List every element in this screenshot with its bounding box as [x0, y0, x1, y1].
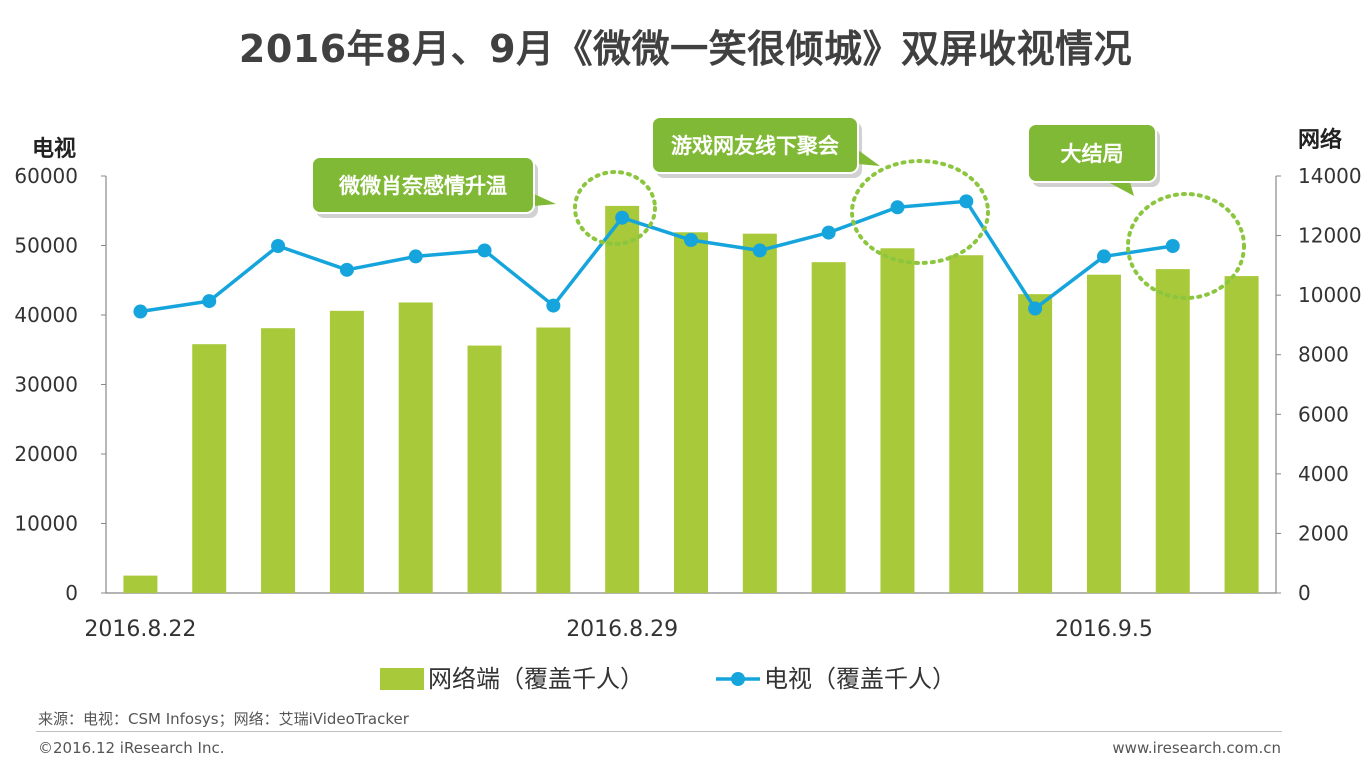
callout-tail [1108, 182, 1134, 196]
right-tick-label: 14000 [1298, 164, 1362, 188]
chart-title: 2016年8月、9月《微微一笑很倾城》双屏收视情况 [238, 27, 1133, 71]
tv-point [890, 200, 905, 215]
highlight-circle [850, 159, 990, 265]
right-tick-label: 2000 [1298, 521, 1349, 545]
bar [467, 345, 502, 593]
highlight-circle [1126, 192, 1246, 300]
bar [1018, 294, 1053, 593]
bar [398, 302, 433, 593]
right-tick-label: 10000 [1298, 283, 1362, 307]
bar [123, 575, 158, 593]
tv-point [133, 304, 148, 319]
bar [811, 262, 846, 593]
tv-point [684, 233, 698, 248]
tv-point [408, 249, 423, 264]
x-tick-label: 2016.9.5 [1055, 617, 1153, 642]
right-tick-label: 0 [1298, 581, 1311, 605]
right-tick-label: 12000 [1298, 224, 1362, 248]
bar [880, 248, 915, 593]
bar [1086, 274, 1121, 593]
left-axis-title: 电视 [32, 136, 76, 162]
callout-text: 微微肖奈感情升温 [338, 174, 507, 198]
tv-point [477, 243, 492, 258]
left-tick-label: 50000 [14, 234, 78, 258]
bar [329, 310, 364, 593]
annotations: 微微肖奈感情升温 游戏网友线下聚会 大结局 [311, 116, 1246, 300]
callout-tail [534, 194, 556, 206]
footer-divider [36, 731, 1282, 732]
bar [1155, 269, 1190, 593]
bar [949, 255, 984, 594]
bar [742, 233, 777, 593]
bar [674, 232, 708, 594]
tv-point [1165, 238, 1180, 253]
callout-box [311, 156, 535, 214]
right-axis-title: 网络 [1298, 127, 1342, 153]
tv-point [271, 238, 286, 253]
copyright: ©2016.12 iResearch Inc. [38, 739, 225, 757]
tv-point [959, 194, 974, 209]
axes: 0 10000 20000 30000 40000 50000 60000 0 2000 4000… [14, 127, 1361, 642]
bar [192, 344, 227, 593]
callout-text: 游戏网友线下聚会 [671, 134, 839, 158]
tv-line [140, 199, 1174, 314]
right-tick-label: 6000 [1298, 402, 1349, 426]
tv-point [1096, 249, 1111, 264]
tv-point [615, 210, 630, 225]
left-tick-label: 40000 [14, 303, 78, 327]
bar [536, 327, 571, 593]
left-tick-label: 10000 [14, 512, 78, 536]
bar [1224, 276, 1259, 593]
bar-series [123, 205, 1259, 594]
bar [605, 205, 640, 593]
right-tick-label: 4000 [1298, 462, 1349, 486]
callout-text: 大结局 [1061, 142, 1124, 166]
x-tick-label: 2016.8.29 [566, 617, 678, 642]
tv-point [339, 262, 354, 277]
legend: 网络端（覆盖千人） 电视（覆盖千人） [380, 665, 956, 693]
source-note: 来源：电视：CSM Infosys；网络：艾瑞iVideoTracker [38, 710, 409, 728]
x-tick-label: 2016.8.22 [84, 617, 196, 642]
tv-point [202, 294, 217, 309]
right-tick-label: 8000 [1298, 343, 1349, 367]
tv-point [1028, 301, 1043, 316]
legend-bar-swatch [380, 668, 424, 690]
left-tick-label: 60000 [14, 164, 78, 188]
tv-point [546, 298, 561, 313]
line-series [133, 194, 1180, 319]
site-url: www.iresearch.com.cn [1112, 739, 1281, 757]
tv-point [752, 243, 767, 258]
bar [261, 328, 296, 593]
callout-box [651, 116, 859, 174]
legend-line-marker [731, 672, 745, 686]
left-tick-label: 30000 [14, 373, 78, 397]
legend-line-label: 电视（覆盖千人） [764, 665, 956, 693]
callout-tail [858, 150, 880, 166]
callout-box [1027, 123, 1157, 183]
highlight-circle [573, 170, 657, 246]
left-tick-label: 0 [65, 581, 78, 605]
tv-point [821, 225, 836, 240]
legend-bar-label: 网络端（覆盖千人） [428, 665, 644, 693]
left-tick-label: 20000 [14, 442, 78, 466]
